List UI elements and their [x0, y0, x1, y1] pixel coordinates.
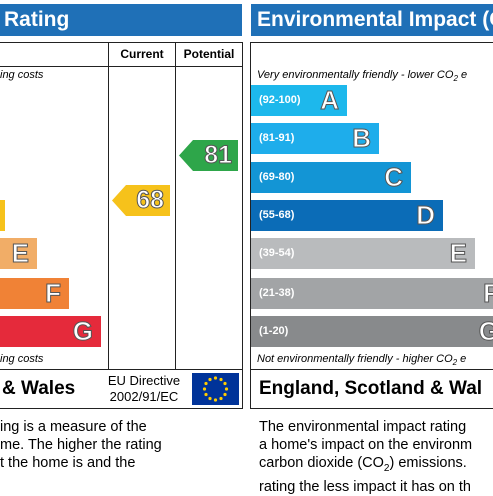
env-bar-c-letter: C	[384, 162, 404, 193]
energy-header: Rating	[0, 4, 242, 36]
energy-potential-arrow: 81	[179, 140, 238, 171]
env-header-title: Environmental Impact (C	[257, 8, 493, 31]
env-bar-g-letter: G	[478, 316, 493, 347]
env-desc-line-3-pre: carbon dioxide (CO	[259, 455, 384, 471]
energy-col-current: Current	[120, 47, 164, 61]
energy-col-potential: Potential	[183, 47, 235, 61]
env-bar-d-range: (55-68)	[259, 209, 295, 221]
energy-col-divider-2	[175, 42, 176, 370]
energy-bar-e: E	[0, 238, 37, 269]
env-bar-f: (21-38) F	[251, 278, 493, 309]
env-bar-c-range: (69-80)	[259, 171, 295, 183]
env-note-bottom-sub: 2	[452, 358, 458, 368]
env-bar-b: (81-91) B	[251, 123, 379, 154]
env-bar-d-letter: D	[416, 200, 436, 231]
env-note-top: Very environmentally friendly - lower CO…	[257, 67, 493, 87]
eu-flag-icon	[192, 373, 239, 405]
env-footer	[250, 369, 493, 409]
energy-note-top: ing costs	[0, 69, 44, 81]
energy-current-value: 68	[136, 186, 165, 215]
env-note-bottom-text: Not environmentally friendly - higher CO	[257, 353, 453, 365]
energy-footer-region: & Wales	[2, 378, 76, 399]
env-desc-line-2: a home's impact on the environm	[259, 437, 473, 453]
eu-directive-line1: EU Directive	[107, 373, 181, 388]
env-note-bottom: Not environmentally friendly - higher CO…	[257, 351, 493, 371]
energy-current-arrow: 68	[112, 185, 170, 216]
energy-desc-line-1: ing is a measure of the	[0, 419, 147, 435]
env-bar-b-range: (81-91)	[259, 132, 295, 144]
energy-bar-g: G	[0, 316, 101, 347]
energy-potential-value: 81	[204, 141, 233, 170]
env-bar-f-range: (21-38)	[259, 287, 295, 299]
env-bar-a-range: (92-100)	[259, 94, 301, 106]
env-desc-line-3: carbon dioxide (CO2) emissions.	[259, 454, 493, 478]
energy-bar-e-letter: E	[11, 238, 29, 269]
env-note-top-sub: 2	[453, 74, 458, 84]
energy-bar-d-partial	[0, 200, 5, 231]
energy-note-bottom: ing costs	[0, 353, 44, 365]
env-bar-b-letter: B	[352, 123, 372, 154]
env-note-bottom-tail: e	[457, 353, 467, 365]
energy-desc-line-2: me. The higher the rating	[0, 437, 162, 453]
env-note-top-text: Very environmentally friendly - lower CO	[257, 69, 454, 81]
energy-potential-arrow-shape	[179, 140, 238, 171]
env-bar-g: (1-20) G	[251, 316, 493, 347]
energy-desc-line-3: t the home is and the	[0, 455, 136, 471]
energy-bar-f-letter: F	[45, 278, 62, 309]
env-bar-a: (92-100) A	[251, 85, 347, 116]
env-bar-g-range: (1-20)	[259, 325, 289, 337]
eu-directive-text: EU Directive 2002/91/EC	[100, 373, 188, 405]
env-bar-f-letter: F	[483, 278, 493, 309]
env-note-top-tail: e	[457, 69, 468, 81]
energy-header-title: Rating	[4, 8, 70, 31]
env-header: Environmental Impact (C	[251, 4, 493, 36]
energy-header-divider	[0, 66, 243, 67]
energy-current-arrow-shape	[112, 185, 170, 216]
env-desc-line-3-post: ) emissions.	[389, 455, 467, 471]
env-bar-d: (55-68) D	[251, 200, 443, 231]
energy-description: ing is a measure of the me. The higher t…	[0, 418, 242, 472]
energy-bar-f: F	[0, 278, 69, 309]
energy-col-divider-1	[108, 42, 109, 370]
env-desc-line-4: rating the less impact it has on th	[259, 478, 471, 495]
env-bar-e-letter: E	[449, 238, 467, 269]
env-bar-c: (69-80) C	[251, 162, 411, 193]
env-bar-e-range: (39-54)	[259, 247, 295, 259]
eu-directive-line2: 2002/91/EC	[109, 389, 179, 404]
env-bar-e: (39-54) E	[251, 238, 475, 269]
env-footer-region: England, Scotland & Wal	[259, 378, 483, 399]
energy-bar-g-letter: G	[72, 316, 93, 347]
env-bar-a-letter: A	[320, 85, 340, 116]
env-desc-line-3-sub: 2	[383, 462, 390, 474]
env-description: The environmental impact rating a home's…	[259, 418, 493, 496]
env-desc-line-1: The environmental impact rating	[259, 419, 467, 435]
